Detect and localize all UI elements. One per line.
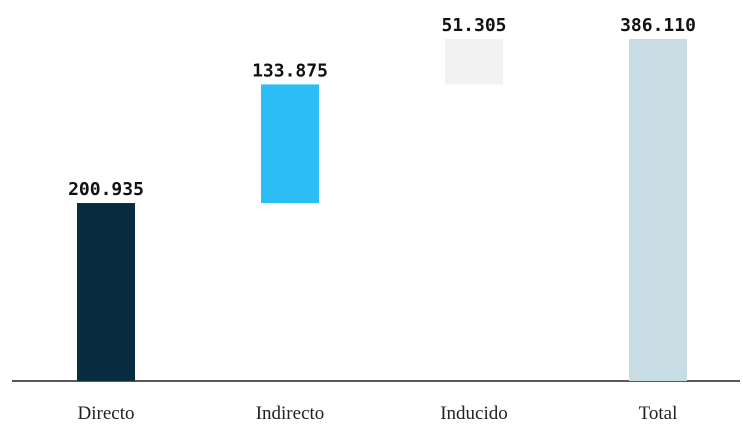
bar: [77, 203, 135, 381]
category-label: Total: [639, 403, 678, 424]
bar: [445, 39, 503, 85]
category-label: Indirecto: [256, 403, 325, 424]
bar: [261, 84, 319, 204]
value-label: 386.110: [620, 15, 696, 36]
value-label: 200.935: [68, 179, 144, 200]
value-label: 51.305: [441, 15, 506, 36]
category-label: Inducido: [440, 403, 508, 424]
value-label: 133.875: [252, 60, 328, 81]
bar: [629, 39, 687, 382]
category-label: Directo: [78, 403, 135, 424]
